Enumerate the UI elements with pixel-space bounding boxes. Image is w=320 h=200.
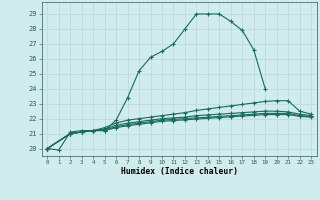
X-axis label: Humidex (Indice chaleur): Humidex (Indice chaleur) (121, 167, 238, 176)
